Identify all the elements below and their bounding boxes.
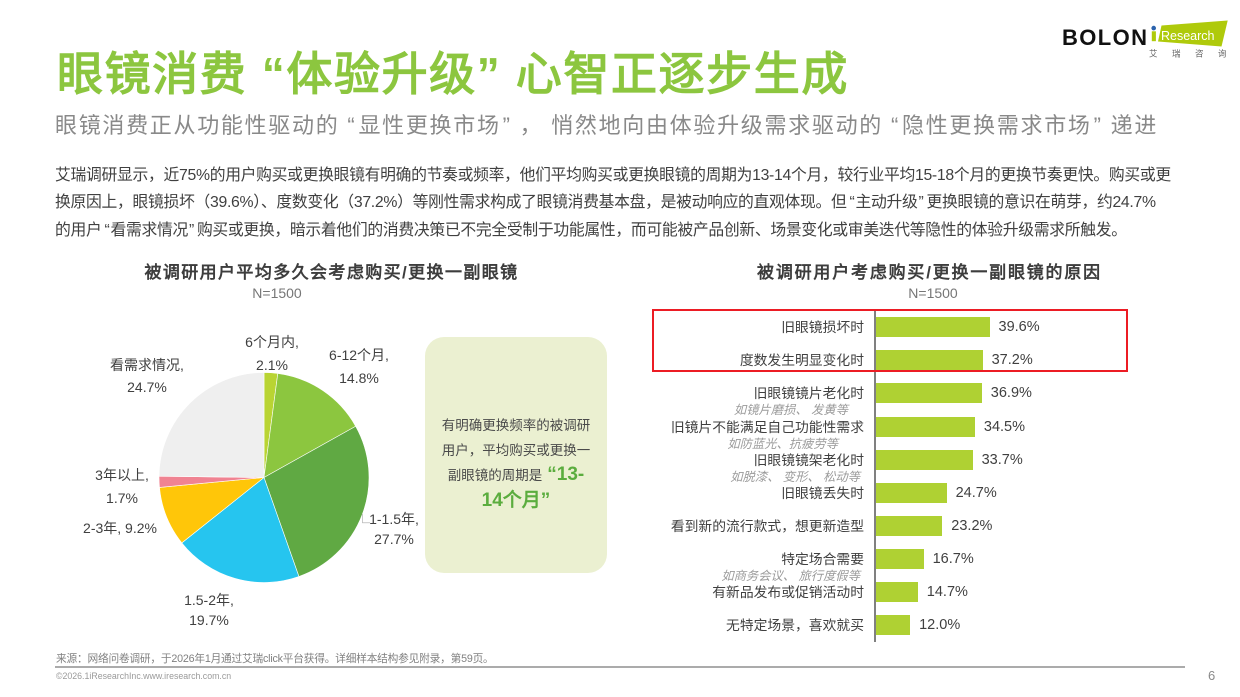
svg-text:艾瑞咨询: 艾瑞咨询 <box>1149 49 1240 59</box>
svg-text:Research: Research <box>1161 29 1215 43</box>
